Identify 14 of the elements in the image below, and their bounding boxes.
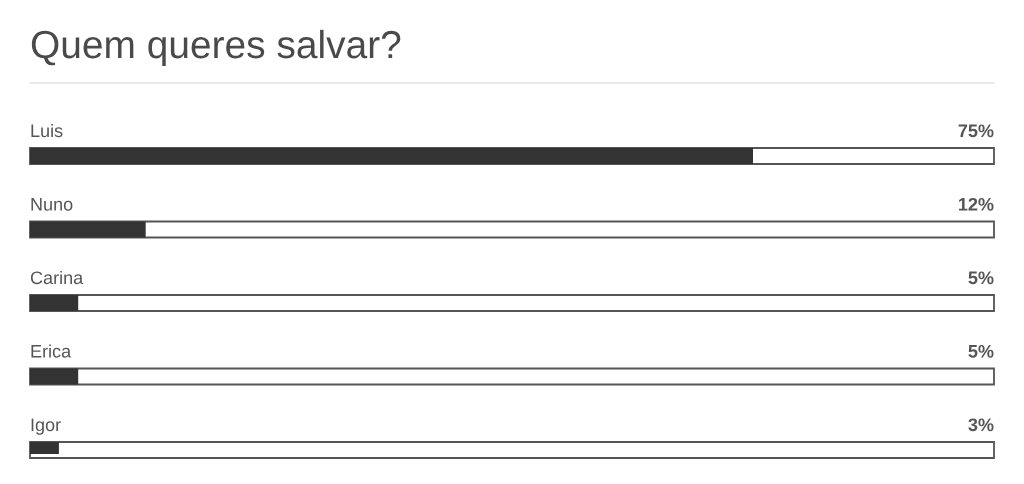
- y-tick-label: Nuno: [31, 198, 73, 211]
- y-tick-label: Igor: [31, 418, 61, 435]
- y-tick-label: Erica: [31, 344, 72, 358]
- bar: [30, 295, 79, 311]
- bar: [30, 221, 146, 238]
- data-label: 3%: [968, 418, 994, 432]
- data-label: 5%: [968, 344, 994, 358]
- y-tick-label: Carina: [30, 270, 84, 285]
- data-label: 5%: [968, 271, 994, 285]
- y-tick-label: Luis: [31, 123, 63, 138]
- data-label: 12%: [959, 197, 994, 211]
- bar: [30, 368, 79, 385]
- data-label: 75%: [958, 124, 994, 138]
- chart-title: Quem queres salvar?: [31, 29, 401, 67]
